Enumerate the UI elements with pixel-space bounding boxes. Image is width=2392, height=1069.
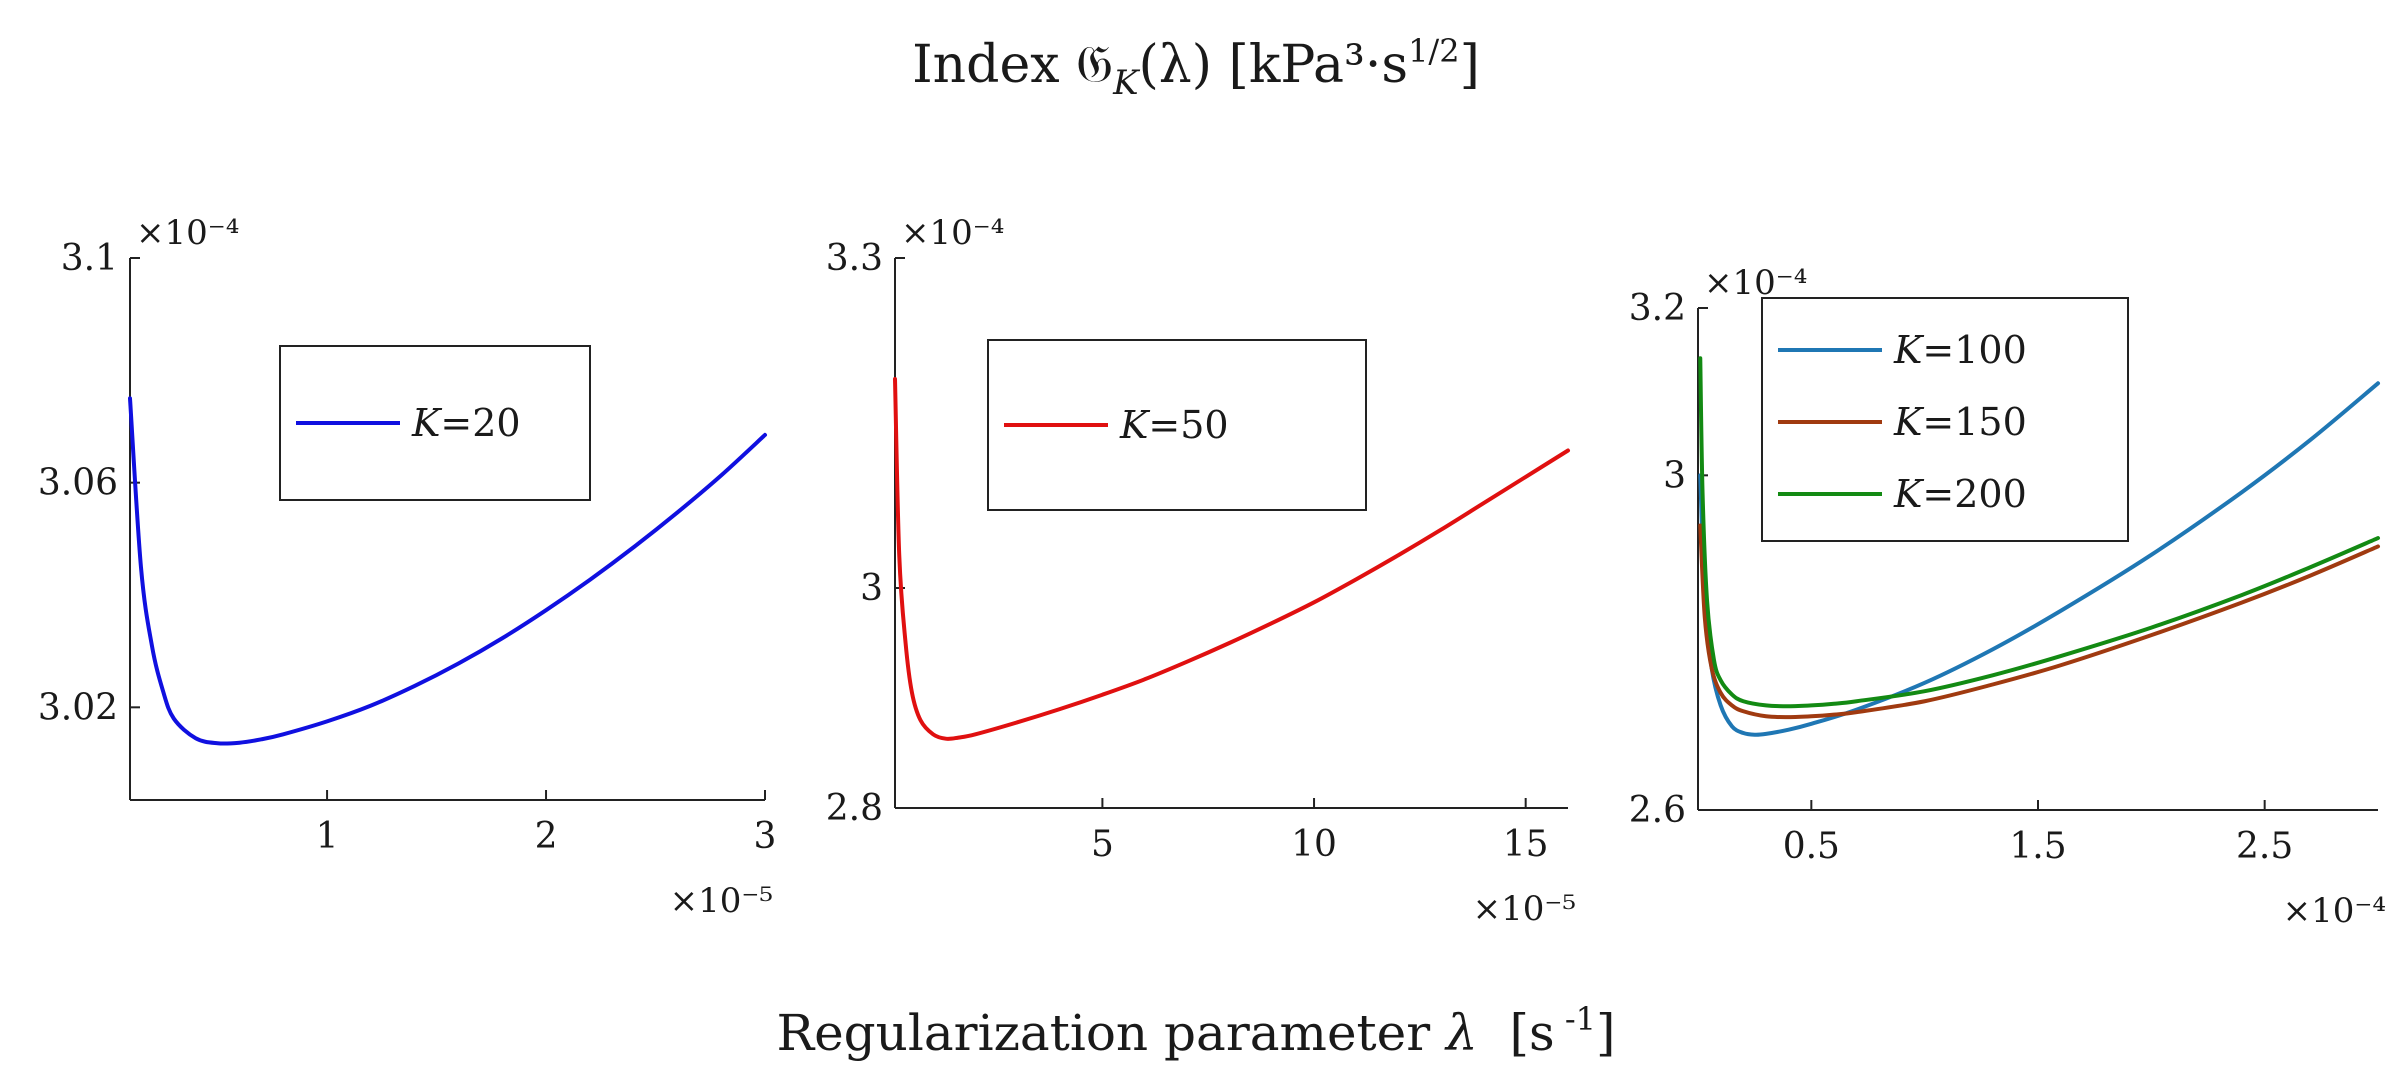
legend: K=20 — [279, 345, 591, 501]
legend-label-value: =20 — [440, 401, 520, 445]
figure-title: Index 𝔊K(λ) [kPa³·s1/2] — [912, 32, 1480, 103]
y-tick-label: 2.8 — [826, 788, 883, 829]
xlabel-unit-open: [s — [1478, 1004, 1555, 1062]
legend-item: K=150 — [1778, 400, 2027, 444]
legend-label: K=20 — [411, 401, 521, 445]
title-exponent: 1/2 — [1408, 32, 1460, 70]
legend: K=50 — [987, 339, 1367, 511]
legend-label-var: K — [1893, 472, 1925, 516]
legend-item: K=100 — [1778, 328, 2027, 372]
chart-panels: 1 2 33.023.063.1×10⁻⁴×10⁻⁵K=205 10 152.833.3… — [38, 213, 2386, 931]
series-line-k-150 — [1698, 523, 2380, 720]
y-tick-label: 3.2 — [1629, 288, 1686, 329]
figure-xlabel: Regularization parameter λ [s -1] — [776, 1000, 1615, 1062]
xlabel-symbol: λ — [1444, 1004, 1478, 1062]
legend-label-var: K — [411, 401, 443, 445]
series-line-k-100 — [1698, 381, 2380, 737]
title-symbol: 𝔊 — [1076, 35, 1113, 95]
series-line-k-200 — [1698, 356, 2380, 709]
y-tick-label: 2.6 — [1629, 790, 1686, 831]
series-line-k-20 — [128, 396, 767, 746]
legend-label-value: =200 — [1922, 472, 2026, 516]
x-tick-label: 10 — [1291, 824, 1337, 865]
y-tick-label: 3 — [860, 568, 883, 609]
y-tick-label: 3.1 — [61, 238, 118, 279]
xlabel-unit-close: ] — [1596, 1004, 1616, 1062]
chart-panel-1: 1 2 3 3.02 3.06 3.1 ×10⁻⁴ ×10⁻⁵ K=20 — [38, 213, 777, 921]
x-tick-label: 0.5 — [1783, 826, 1840, 867]
x-tick-label: 3 — [754, 816, 777, 857]
x-tick-label: 1.5 — [2009, 826, 2066, 867]
x-exponent-label: ×10⁻⁴ — [2283, 891, 2386, 931]
x-tick-label: 1 — [316, 816, 339, 857]
x-tick-label: 5 — [1091, 824, 1114, 865]
chart-panel-2: 5 10 15 2.8 3 3.3 ×10⁻⁴ ×10⁻⁵ K=50 — [826, 213, 1576, 929]
legend-label-var: K — [1119, 403, 1151, 447]
legend-label-var: K — [1893, 400, 1925, 444]
legend-item: K=20 — [296, 401, 521, 445]
legend-label-value: =50 — [1148, 403, 1228, 447]
title-prefix: Index — [912, 35, 1076, 95]
legend-item: K=200 — [1778, 472, 2027, 516]
x-tick-label: 15 — [1503, 824, 1549, 865]
legend-label: K=200 — [1893, 472, 2027, 516]
chart-panel-3: 0.5 1.5 2.52.633.2×10⁻⁴×10⁻⁴K=100K=150K=20… — [1629, 263, 2386, 931]
xlabel-unit-exponent: -1 — [1555, 1000, 1596, 1038]
x-tick-label: 2.5 — [2236, 826, 2293, 867]
x-exponent-label: ×10⁻⁵ — [1473, 889, 1576, 929]
y-exponent-label: ×10⁻⁴ — [136, 213, 239, 253]
legend-item: K=50 — [1004, 403, 1229, 447]
series-line-k-50 — [893, 377, 1570, 741]
xlabel-prefix: Regularization parameter — [776, 1004, 1446, 1062]
y-tick-label: 3.3 — [826, 238, 883, 279]
x-exponent-label: ×10⁻⁵ — [670, 881, 773, 921]
legend-label-var: K — [1893, 328, 1925, 372]
title-suffix: ] — [1460, 35, 1480, 95]
legend-label-value: =150 — [1922, 400, 2026, 444]
legend-box — [1761, 297, 2129, 542]
legend-label-value: =100 — [1922, 328, 2026, 372]
title-arg: (λ) [kPa³·s — [1138, 35, 1408, 95]
y-exponent-label: ×10⁻⁴ — [901, 213, 1004, 253]
legend-label: K=100 — [1893, 328, 2027, 372]
y-tick-label: 3.02 — [38, 687, 118, 728]
legend-label: K=50 — [1119, 403, 1229, 447]
title-subscript: K — [1112, 63, 1141, 103]
legend-label: K=150 — [1893, 400, 2027, 444]
y-exponent-label: ×10⁻⁴ — [1704, 263, 1807, 303]
y-tick-label: 3 — [1663, 455, 1686, 496]
y-tick-label: 3.06 — [38, 463, 118, 504]
x-tick-label: 2 — [535, 816, 558, 857]
